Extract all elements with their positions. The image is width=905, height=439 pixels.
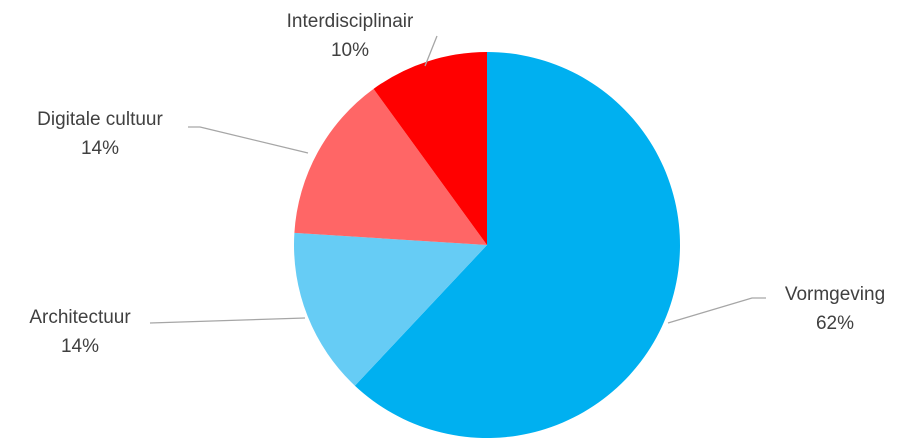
slice-label: Architectuur — [29, 307, 131, 328]
pie-slice — [354, 52, 680, 438]
leader-line — [667, 297, 766, 324]
leader-line — [149, 317, 306, 324]
slice-label: Vormgeving — [785, 284, 885, 305]
leader-line — [188, 126, 309, 154]
pie-slice — [293, 232, 487, 386]
slice-value-label: 10% — [331, 40, 369, 61]
slice-value-label: 62% — [816, 313, 854, 334]
slice-value-label: 14% — [61, 336, 99, 357]
pie-slice — [373, 52, 487, 245]
slice-label: Digitale cultuur — [37, 109, 163, 130]
slice-label: Interdisciplinair — [287, 11, 414, 32]
slice-value-label: 14% — [81, 138, 119, 159]
pie-slice — [294, 88, 487, 246]
leader-line — [424, 35, 438, 67]
